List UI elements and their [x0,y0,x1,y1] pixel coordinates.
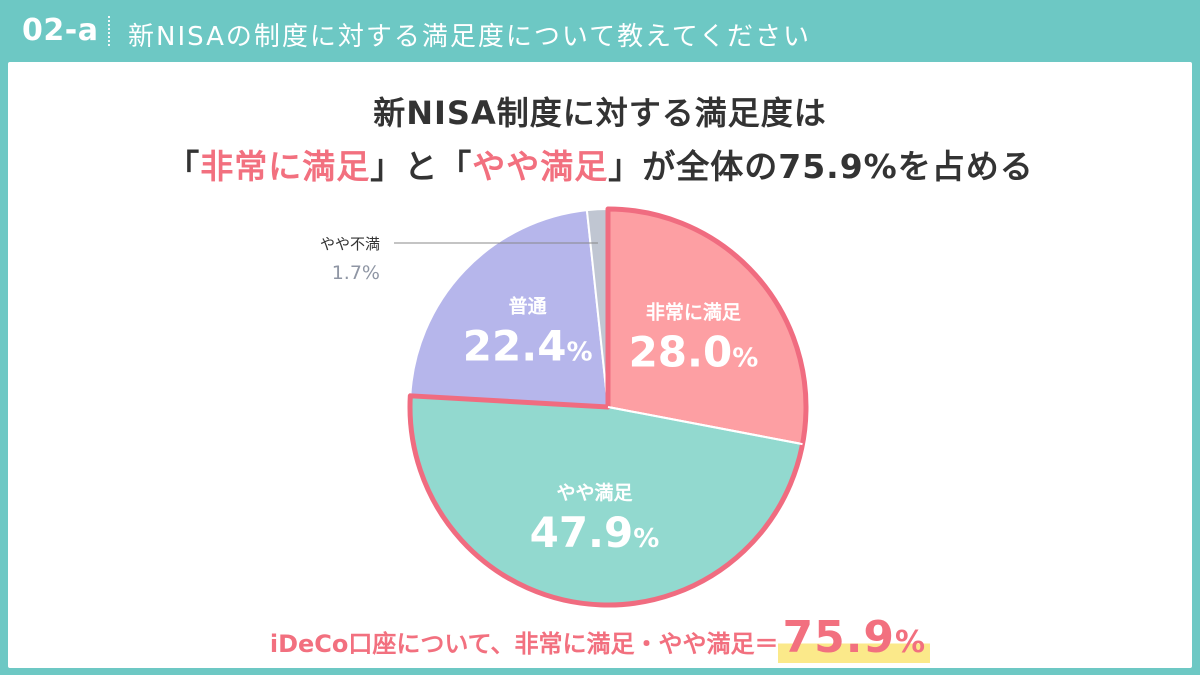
pie-labels: 非常に満足 28.0% やや満足 47.9% 普通 22.4% やや不満 1.7% [320,235,758,557]
highlight-outline [407,206,809,608]
header-bar: 02-a 新NISAの制度に対する満足度について教えてください [0,0,1200,62]
quote-close-2: 」 [608,147,643,186]
slice-value-1: 47.9% [530,508,660,557]
footer-highlight-value: 75.9% [778,612,931,663]
pie-slice-2 [409,209,610,409]
slice-value-0: 28.0% [629,327,759,376]
section-badge: 02-a [22,13,99,48]
pie-highlight-outline [407,206,809,608]
quote-open-2: 「 [438,147,473,186]
slice-value-3: 1.7% [332,262,380,284]
headline-tail: が全体の75.9%を占める [642,147,1034,186]
footer-text: iDeCo口座について、非常に満足・やや満足＝ [269,630,779,658]
question-title: 新NISAの制度に対する満足度について教えてください [128,22,812,52]
highlight-very-satisfied: 非常に満足 [200,147,371,186]
quote-open-1: 「 [166,147,201,186]
footer-summary: iDeCo口座について、非常に満足・やや満足＝75.9% [0,612,1200,663]
headline-line-2: 「非常に満足」と「やや満足」が全体の75.9%を占める [0,140,1200,188]
footer-value: 75.9 [782,612,896,663]
slice-label-1: やや満足 [556,482,633,504]
header-divider [108,16,110,46]
quote-close-1: 」 [370,147,405,186]
slice-label-3: やや不満 [320,235,380,253]
footer-percent: % [895,625,927,660]
highlight-somewhat-satisfied: やや満足 [472,147,609,186]
headline-connector: と [404,147,439,186]
slice-value-2: 22.4% [463,322,593,371]
headline-line-1: 新NISA制度に対する満足度は [373,94,827,132]
highlight-separator [607,406,803,446]
slice-label-0: 非常に満足 [646,300,742,323]
slice-label-2: 普通 [509,295,548,318]
